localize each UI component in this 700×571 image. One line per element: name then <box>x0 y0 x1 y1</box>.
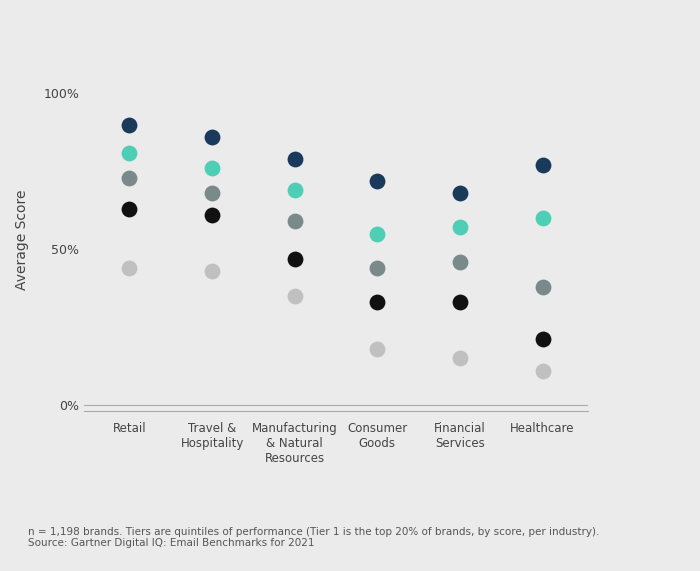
Tier 3 <box>289 216 300 226</box>
Tier 5 <box>454 353 466 363</box>
Tier 3 <box>206 188 218 198</box>
Tier 4 <box>206 210 218 219</box>
Tier 2 <box>206 164 218 173</box>
Tier 2 <box>372 229 383 238</box>
Tier 1 <box>454 188 466 198</box>
Tier 3 <box>124 173 135 182</box>
Tier 2 <box>454 223 466 232</box>
Tier 1 <box>206 132 218 142</box>
Tier 3 <box>454 257 466 266</box>
Tier 5 <box>537 366 548 375</box>
Legend: Tier 1, Tier 2, Tier 3, Tier 4, Tier 5: Tier 1, Tier 2, Tier 3, Tier 4, Tier 5 <box>695 68 700 175</box>
Tier 4 <box>124 204 135 213</box>
Tier 1 <box>289 154 300 163</box>
Tier 1 <box>372 176 383 185</box>
Tier 3 <box>372 263 383 272</box>
Tier 2 <box>289 186 300 195</box>
Tier 4 <box>537 335 548 344</box>
Tier 5 <box>206 267 218 276</box>
Tier 4 <box>289 254 300 263</box>
Tier 2 <box>537 214 548 223</box>
Tier 5 <box>289 291 300 300</box>
Y-axis label: Average Score: Average Score <box>15 190 29 290</box>
Tier 4 <box>454 297 466 307</box>
Tier 1 <box>124 120 135 129</box>
Tier 5 <box>124 263 135 272</box>
Tier 1 <box>537 160 548 170</box>
Tier 2 <box>124 148 135 157</box>
Text: n = 1,198 brands. Tiers are quintiles of performance (Tier 1 is the top 20% of b: n = 1,198 brands. Tiers are quintiles of… <box>28 526 599 548</box>
Tier 5 <box>372 344 383 353</box>
Tier 4 <box>372 297 383 307</box>
Tier 3 <box>537 282 548 291</box>
